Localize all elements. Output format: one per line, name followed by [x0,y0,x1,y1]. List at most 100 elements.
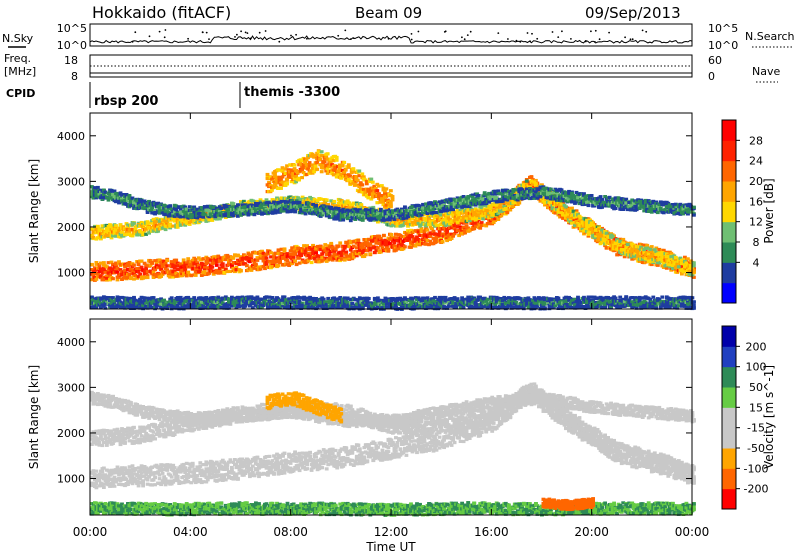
heatmap-cell [667,257,672,261]
nsky-right-tick-bottom: 10^0 [708,39,738,52]
heatmap-cell [282,247,287,251]
heatmap-cell [187,222,192,226]
heatmap-cell [180,220,185,224]
heatmap-cell [669,255,674,259]
radar-title: Hokkaido (fitACF) [92,3,231,22]
nsearch-dot [131,40,134,43]
heatmap-cell [228,205,233,209]
freq-label-1: Freq. [4,52,31,65]
heatmap-cell [145,275,150,280]
heatmap-cell [240,203,245,207]
heatmap-cell [339,254,344,258]
heatmap-cell [190,213,195,217]
nsearch-dot [469,30,472,33]
heatmap-cell [180,274,185,278]
heatmap-cell [138,204,142,208]
nsearch-dot [410,33,413,35]
heatmap-cell [649,245,654,249]
heatmap-cell [406,222,410,226]
nsearch-dot [244,31,247,34]
heatmap-cell [306,201,311,205]
heatmap-cell [121,276,126,280]
nsearch-dot [645,30,648,33]
heatmap-cell [157,211,162,215]
heatmap-cell [311,244,315,248]
heatmap-cell [473,207,478,211]
heatmap-cell [126,225,130,229]
heatmap-cell [672,262,677,267]
heatmap-cell [127,195,132,199]
heatmap-cell [564,205,568,209]
heatmap-cell [503,207,508,211]
heatmap-cell [678,256,683,260]
heatmap-cell [338,208,343,213]
heatmap-cell [401,223,406,227]
heatmap-cell [97,192,102,196]
nsearch-dot [594,29,597,32]
heatmap-cell [401,247,406,251]
heatmap-cell [154,262,159,266]
heatmap-cell [186,270,191,274]
heatmap-cell [285,208,290,212]
freq-tick-top: 18 [64,54,78,67]
heatmap-cell [96,271,100,275]
heatmap-cell [118,268,123,272]
heatmap-cell [652,248,657,252]
heatmap-cell [202,212,207,216]
heatmap-cell [264,263,269,267]
nsearch-dot [507,38,509,40]
heatmap-cell [467,218,472,222]
heatmap-cell [499,214,504,218]
heatmap-cell [351,255,356,259]
heatmap-cell [282,209,287,213]
heatmap-cell [214,217,219,221]
heatmap-cell [311,202,315,207]
nave-tick-bottom: 0 [708,70,715,83]
heatmap-cell [636,250,641,254]
heatmap-cell [162,259,166,263]
heatmap-cell [415,235,419,239]
heatmap-cell [264,256,269,260]
nsearch-dots [131,29,648,43]
heatmap-cell [312,254,317,259]
heatmap-cell [692,275,696,279]
heatmap-cell [347,244,352,249]
heatmap-cell [312,197,317,201]
heatmap-cell [380,239,385,243]
heatmap-cell [464,215,469,219]
heatmap-cell [645,246,650,250]
heatmap-cell [91,196,96,200]
heatmap-cell [464,224,469,228]
heatmap-cell [649,253,654,258]
nsearch-dot [417,30,420,33]
heatmap-cell [211,205,216,209]
heatmap-cell [549,199,553,203]
heatmap-cell [561,216,565,220]
nsearch-dot [387,37,390,40]
heatmap-cell [323,243,328,247]
nsearch-dot [463,38,466,41]
heatmap-cell [612,249,616,253]
heatmap-cell [565,213,570,217]
heatmap-cell [642,255,647,259]
heatmap-cell [171,275,176,279]
heatmap-cell [248,260,252,264]
heatmap-cell [360,251,365,255]
heatmap-cell [186,257,191,261]
heatmap-cell [177,264,182,268]
heatmap-cell [195,207,200,211]
heatmap-cell [270,265,275,269]
heatmap-cell [94,262,99,266]
heatmap-cell [562,203,567,207]
nsearch-dot [557,36,560,38]
heatmap-cell [108,223,112,227]
heatmap-cell [168,204,173,208]
heatmap-cell [175,267,180,271]
heatmap-cell [326,203,331,207]
nsearch-dot [629,38,632,41]
nsearch-dot [234,36,236,38]
heatmap-cell [257,265,261,269]
heatmap-cell [362,248,367,253]
heatmap-cell [105,278,109,282]
heatmap-cell [631,254,636,258]
